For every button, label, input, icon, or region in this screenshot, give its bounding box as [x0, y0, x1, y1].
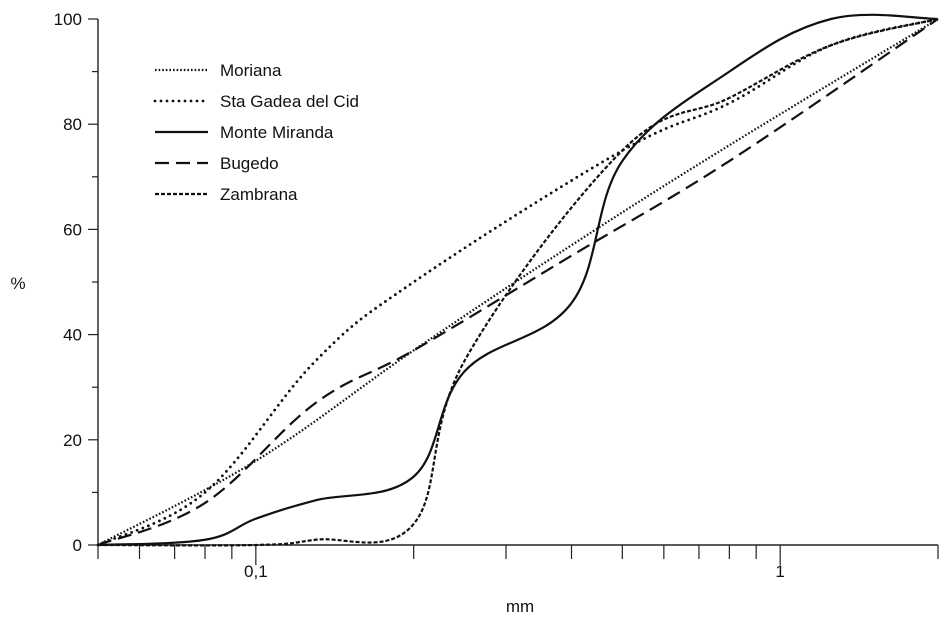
chart-axes: 0 20 40 60 80 100 0,1 1 — [54, 10, 939, 581]
legend-label: Zambrana — [220, 185, 298, 204]
y-axis-title: % — [10, 274, 25, 293]
series-line-monte-miranda — [97, 13, 939, 547]
legend-label: Moriana — [220, 61, 282, 80]
chart-legend: Moriana Sta Gadea del Cid Monte Miranda Bug… — [153, 61, 359, 204]
y-tick-label: 60 — [63, 220, 82, 239]
series-line-moriana — [97, 18, 939, 546]
y-tick-label: 0 — [73, 536, 82, 555]
chart-series-layer — [96, 13, 940, 547]
x-tick-label: 1 — [775, 562, 784, 581]
y-tick-label: 100 — [54, 10, 82, 29]
series-line-bugedo — [97, 18, 939, 547]
x-axis-title: mm — [506, 597, 534, 616]
legend-label: Monte Miranda — [220, 123, 334, 142]
series-line-sta-gadea-del-cid — [96, 17, 940, 547]
legend-label: Sta Gadea del Cid — [220, 92, 359, 111]
series-line-zambrana — [97, 17, 939, 547]
y-tick-label: 80 — [63, 115, 82, 134]
y-tick-label: 20 — [63, 431, 82, 450]
x-tick-label: 0,1 — [244, 562, 268, 581]
y-tick-label: 40 — [63, 326, 82, 345]
legend-label: Bugedo — [220, 154, 279, 173]
